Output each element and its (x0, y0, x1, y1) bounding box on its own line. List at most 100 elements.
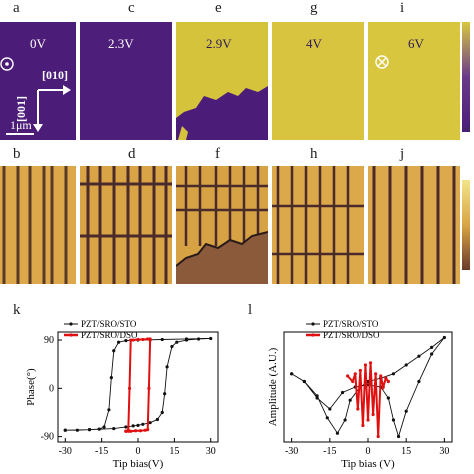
data-point (371, 412, 375, 417)
data-point (404, 409, 408, 413)
data-point (366, 418, 370, 422)
data-point (376, 434, 380, 439)
x-axis-label: Tip bias (V) (341, 458, 395, 470)
data-point (353, 372, 357, 376)
legend-label: PZT/SRO/DSO (81, 330, 138, 340)
data-point (124, 338, 128, 343)
voltage-label-a: 0V (30, 36, 46, 51)
arrow-right-icon (63, 85, 71, 95)
data-point (356, 407, 360, 411)
colorbar-min-label: -1 (464, 124, 471, 133)
x-tick-label: -30 (285, 446, 298, 457)
panel-label-j: j (400, 146, 405, 162)
data-point (75, 428, 79, 432)
data-point (131, 424, 135, 428)
data-point (315, 396, 319, 400)
x-tick-label: -30 (59, 446, 72, 457)
data-point (141, 337, 145, 342)
panel-label-f: f (215, 146, 220, 162)
x-tick-label: 15 (401, 446, 411, 457)
y-tick-label: -90 (41, 432, 54, 443)
legend-marker (311, 322, 315, 326)
data-point (148, 421, 152, 425)
data-point (358, 368, 362, 373)
data-point (126, 429, 130, 433)
data-point (348, 398, 352, 402)
data-point (63, 428, 67, 432)
data-point (430, 352, 434, 356)
panel-label-i: i (400, 0, 405, 16)
colorbar-phase (462, 22, 470, 132)
data-point (361, 423, 365, 428)
y-axis-label: Amplitude (A.U.) (267, 347, 279, 426)
data-point (124, 425, 128, 429)
domain-region (176, 86, 268, 140)
data-point (209, 336, 213, 341)
scale-annotation (0, 57, 71, 135)
data-point (143, 428, 147, 432)
phase-image-g: 4V (272, 22, 364, 140)
amplitude-image-d (80, 166, 172, 284)
legend-marker (69, 333, 73, 337)
data-point (141, 422, 145, 426)
data-point (351, 379, 355, 384)
panel-label-g: g (310, 0, 318, 16)
y-axis-label: Phase(°) (25, 368, 37, 406)
data-point (396, 434, 401, 439)
data-point (368, 361, 373, 365)
legend-label: PZT/SRO/DSO (323, 330, 380, 340)
amplitude-image-j (368, 166, 460, 284)
data-point (290, 372, 294, 376)
data-point (386, 396, 390, 400)
data-point (417, 379, 421, 384)
data-point (102, 425, 106, 429)
data-point (160, 410, 164, 415)
data-point (417, 354, 421, 358)
series-line (346, 362, 390, 437)
voltage-label-i: 6V (408, 36, 424, 51)
data-point (117, 340, 121, 344)
panel-label-d: d (128, 146, 136, 162)
data-point (127, 386, 132, 390)
data-point (107, 408, 111, 412)
data-point (384, 376, 388, 380)
data-point (148, 337, 152, 341)
x-axis-label: Tip bias(V) (113, 458, 164, 470)
data-point (129, 429, 133, 433)
x-tick-label: 0 (136, 446, 141, 457)
phase-image-e: 2.9V (176, 22, 268, 140)
data-point (133, 429, 138, 433)
data-point (136, 337, 140, 342)
data-point (442, 335, 446, 340)
panel-label-c: c (128, 0, 135, 16)
scale-bar-label: 1μm (10, 118, 32, 132)
direction-label-010: [010] (42, 68, 68, 82)
data-point (343, 418, 347, 422)
data-point (197, 337, 201, 341)
y-tick-label: 90 (44, 335, 54, 346)
data-point (160, 337, 164, 342)
data-point (391, 372, 396, 376)
data-point (97, 427, 101, 431)
voltage-label-c: 2.3V (108, 36, 134, 51)
data-point (136, 423, 140, 427)
data-point (109, 376, 113, 380)
series-line (291, 337, 445, 439)
legend-marker (69, 322, 73, 326)
polarization-out-icon (0, 57, 14, 71)
data-point (374, 372, 378, 376)
legend-marker (311, 333, 315, 337)
data-point (112, 349, 116, 353)
data-point (346, 374, 350, 378)
x-tick-label: 15 (169, 446, 179, 457)
data-point (184, 337, 189, 341)
panel-label-a: a (13, 0, 20, 16)
data-point (391, 418, 396, 422)
data-point (129, 338, 133, 342)
series-line (125, 337, 152, 433)
data-point (155, 417, 159, 422)
arrow-down-icon (33, 124, 43, 132)
data-point (170, 344, 174, 349)
data-point (381, 385, 385, 389)
chart-phase-hysteresis: -30 -15 0 15 30 90 0 -90 Tip bias(V) Phase(°) PZT/… (25, 319, 219, 470)
